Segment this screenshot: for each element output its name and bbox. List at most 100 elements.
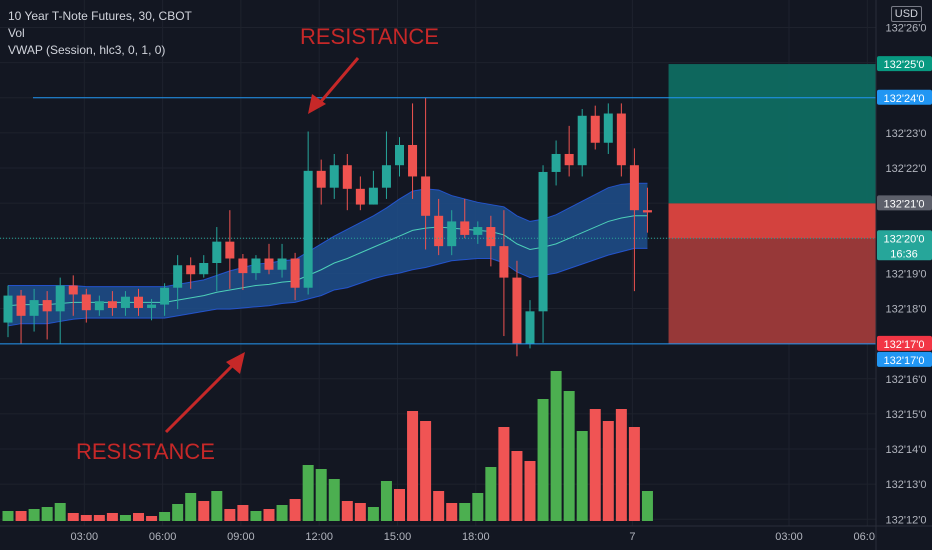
candle-body <box>304 171 313 288</box>
candle-body <box>578 116 587 165</box>
resistance-label-top[interactable]: RESISTANCE <box>300 24 439 49</box>
volume-bar <box>420 421 431 521</box>
entry-price-label[interactable]: 132'21'0 <box>877 195 932 210</box>
candle-body <box>121 297 130 308</box>
candle-body <box>343 165 352 189</box>
volume-bar <box>603 421 614 521</box>
volume-bar <box>511 451 522 521</box>
candle-body <box>160 288 169 305</box>
entry-price-label-text: 132'21'0 <box>884 198 925 210</box>
y-tick-label: 132'15'0 <box>886 409 927 421</box>
volume-bar <box>342 501 353 521</box>
x-tick-label: 18:00 <box>462 531 490 543</box>
candle-body <box>539 172 548 311</box>
vwap-indicator-label[interactable]: VWAP (Session, hlc3, 0, 1, 0) <box>8 42 192 59</box>
x-tick-label: 03:00 <box>775 531 803 543</box>
candle-body <box>56 285 65 311</box>
volume-bar <box>198 501 209 521</box>
volume-bar <box>564 391 575 521</box>
volume-bar <box>94 515 105 521</box>
candle-body <box>199 263 208 274</box>
currency-button[interactable]: USD <box>891 6 922 22</box>
candle-body <box>604 114 613 143</box>
stop-price-label-text: 132'17'0 <box>884 339 925 351</box>
y-tick-label: 132'19'0 <box>886 268 927 280</box>
candle-body <box>147 305 156 308</box>
volume-bar <box>616 409 627 521</box>
candle-body <box>82 294 91 310</box>
upper-level-label-text: 132'24'0 <box>884 93 925 105</box>
x-tick-label: 15:00 <box>384 531 412 543</box>
last-price-label[interactable]: 132'20'016:36 <box>877 230 932 260</box>
x-tick-label: 06:00 <box>149 531 177 543</box>
volume-bar <box>303 465 314 521</box>
y-tick-label: 132'16'0 <box>886 374 927 386</box>
stop-price-label[interactable]: 132'17'0 <box>877 336 932 351</box>
vwap-bands <box>8 183 647 326</box>
volume-bar <box>538 399 549 521</box>
candle-body <box>395 145 404 165</box>
vwap-band-fill <box>8 183 647 326</box>
y-tick-label: 132'18'0 <box>886 304 927 316</box>
candle-body <box>421 176 430 215</box>
candle-body <box>17 296 26 316</box>
upper-level-label[interactable]: 132'24'0 <box>877 90 932 105</box>
volume-indicator-label[interactable]: Vol <box>8 25 192 42</box>
candle-body <box>186 265 195 274</box>
volume-bar <box>146 516 157 521</box>
candle-body <box>108 301 117 308</box>
candle-body <box>643 210 652 212</box>
volume-bar <box>485 467 496 521</box>
candle-body <box>382 165 391 187</box>
volume-bar <box>3 511 14 521</box>
candle-body <box>486 227 495 246</box>
lower-level-label[interactable]: 132'17'0 <box>877 352 932 367</box>
symbol-title[interactable]: 10 Year T-Note Futures, 30, CBOT <box>8 8 192 25</box>
volume-bar <box>120 515 131 521</box>
candle-body <box>238 259 247 274</box>
candle-body <box>565 154 574 165</box>
candle-body <box>369 188 378 205</box>
volume-bar <box>290 499 301 521</box>
long-position-tool[interactable] <box>669 64 909 344</box>
candle-body <box>265 259 274 270</box>
volume-bar <box>316 469 327 521</box>
volume-bar <box>55 503 66 521</box>
candle-body <box>330 165 339 187</box>
volume-bar <box>577 431 588 521</box>
candle-body <box>212 242 221 263</box>
volume-bar <box>264 509 275 521</box>
volume-bar <box>498 427 509 521</box>
volume-bar <box>29 509 40 521</box>
candle-body <box>356 189 365 205</box>
candle-body <box>526 311 535 344</box>
candle-body <box>291 259 300 288</box>
volume-bar <box>42 507 53 521</box>
candle-body <box>473 227 482 235</box>
volume-bar <box>237 505 248 521</box>
profit-zone[interactable] <box>669 64 909 203</box>
x-tick-label: 09:00 <box>227 531 255 543</box>
volume-bar <box>407 411 418 521</box>
resistance-label-bottom[interactable]: RESISTANCE <box>76 439 215 464</box>
volume-bar <box>551 371 562 521</box>
candle-body <box>173 265 182 287</box>
candle-body <box>460 221 469 234</box>
volume-bar <box>525 461 536 521</box>
candle-body <box>251 259 260 274</box>
volume-bar <box>329 479 340 521</box>
candle-body <box>434 216 443 246</box>
volume-bar <box>159 512 170 521</box>
volume-bar <box>211 491 222 521</box>
target-price-label[interactable]: 132'25'0 <box>877 56 932 71</box>
volume-bar <box>81 515 92 521</box>
candle-body <box>408 145 417 176</box>
x-tick-label: 7 <box>629 531 635 543</box>
candle-body <box>552 154 561 172</box>
candle-body <box>447 221 456 246</box>
volume-bar <box>133 513 144 521</box>
candle-body <box>30 300 39 316</box>
volume-bar <box>277 505 288 521</box>
volume-bar <box>355 503 366 521</box>
